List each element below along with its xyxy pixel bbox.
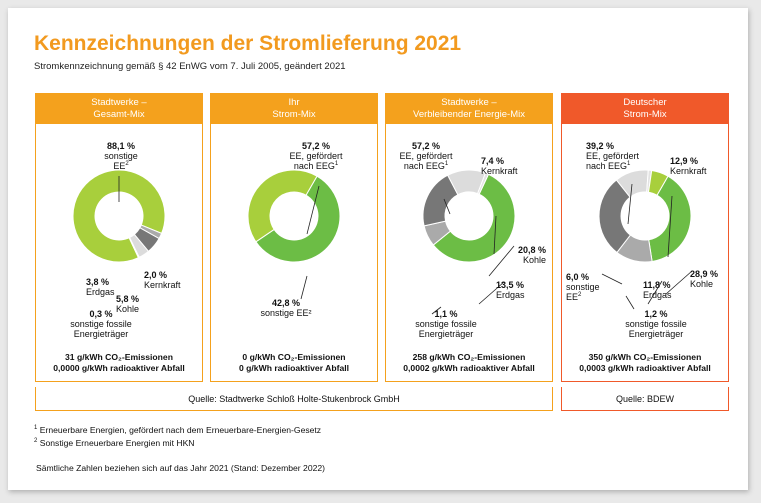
label-ee-eeg: 39,2 % EE, gefördert nach EEG1 [586, 141, 640, 171]
page-subtitle: Stromkennzeichnung gemäß § 42 EnWG vom 7… [34, 61, 346, 72]
page-title: Kennzeichnungen der Stromlieferung 2021 [34, 32, 462, 55]
leader-line-3 [647, 280, 663, 305]
leader-line-0 [627, 183, 633, 225]
label-erdgas: 13,5 % Erdgas [496, 280, 525, 300]
panel-title-line1: Stadtwerke – [91, 97, 147, 108]
leader-line-4 [431, 306, 442, 315]
emissions-info: 350 g/kWh CO₂-Emissionen 0,0003 g/kWh ra… [562, 352, 728, 374]
emissions-info: 31 g/kWh CO₂-Emissionen 0,0000 g/kWh rad… [36, 352, 202, 374]
co2-emissions: 258 g/kWh CO₂-Emissionen [412, 352, 526, 362]
panel-title-line2: Strom-Mix [623, 109, 667, 120]
panel-title-line1: Deutscher [623, 97, 667, 108]
donut-slice-4 [476, 172, 490, 195]
label-sonstige-ee: 88,1 % sonstige EE2 [104, 141, 138, 171]
footnote-note: Sämtliche Zahlen beziehen sich auf das J… [36, 463, 326, 473]
leader-line-1 [667, 195, 673, 258]
label-erdgas: 11,8 % Erdgas [643, 280, 672, 300]
donut-chart [72, 169, 166, 263]
emissions-info: 0 g/kWh CO₂-Emissionen 0 g/kWh radioakti… [211, 352, 377, 374]
panel-verbleibender-mix: Stadtwerke – Verbleibender Energie-Mix 5… [385, 93, 553, 382]
radioactive-waste: 0 g/kWh radioaktiver Abfall [239, 363, 349, 373]
panel-title-line1: Ihr [288, 97, 300, 108]
source-bdew: Quelle: BDEW [561, 387, 729, 411]
leader-line-3 [478, 281, 505, 305]
donut-chart [247, 169, 341, 300]
leader-line-0 [443, 198, 451, 215]
donut-slice-0 [72, 169, 166, 263]
co2-emissions: 31 g/kWh CO₂-Emissionen [65, 352, 173, 362]
panel-header: Deutscher Strom-Mix [562, 94, 728, 124]
label-kernkraft: 12,9 % Kernkraft [670, 156, 707, 176]
donut-slice-0 [648, 175, 692, 263]
panel-title-line2: Gesamt-Mix [93, 109, 145, 120]
panel-header: Stadtwerke – Verbleibender Energie-Mix [386, 94, 552, 124]
leader-line-1 [493, 215, 497, 255]
radioactive-waste: 0,0002 g/kWh radioaktiver Abfall [403, 363, 535, 373]
label-kohle: 28,9 % Kohle [690, 269, 719, 289]
leader-line-5 [601, 273, 623, 285]
panel-title-line2: Verbleibender Energie-Mix [413, 109, 525, 120]
label-kernkraft: 2,0 % Kernkraft [144, 270, 181, 290]
label-kohle: 5,8 % Kohle [116, 294, 140, 314]
label-erdgas: 3,8 % Erdgas [86, 277, 115, 297]
leader-line-2 [665, 270, 693, 295]
panel-ihr-strom-mix: Ihr Strom-Mix 57,2 % EE, gefördert nach EE… [210, 93, 378, 382]
panel-title-line1: Stadtwerke – [441, 97, 497, 108]
donut-chart [598, 169, 693, 310]
label-kohle: 20,8 % Kohle [517, 245, 546, 265]
footnote-2: 2 Sonstige Erneuerbare Energien mit HKN [34, 438, 195, 448]
donut-chart [422, 169, 516, 315]
panel-header: Stadtwerke – Gesamt-Mix [36, 94, 202, 124]
donut-slice-0 [255, 175, 341, 263]
leader-line-4 [625, 295, 635, 310]
label-sonstige-ee: 42,8 % sonstige EE² [260, 298, 312, 318]
donut-slice-1 [247, 169, 318, 243]
leader-line-0 [306, 185, 320, 235]
donut-slice-4 [128, 236, 140, 259]
label-sonstige-fossile: 1,2 % sonstige fossile Energieträger [625, 309, 687, 339]
source-stadtwerke: Quelle: Stadtwerke Schloß Holte-Stukenbr… [35, 387, 553, 411]
label-kernkraft: 7,4 % Kernkraft [481, 156, 518, 176]
panel-gesamt-mix: Stadtwerke – Gesamt-Mix 88,1 % sonstige EE… [35, 93, 203, 382]
panel-deutscher-mix: Deutscher Strom-Mix 39,2 % EE, gefördert n… [561, 93, 729, 382]
label-sonstige-ee: 6,0 % sonstige EE2 [566, 272, 600, 302]
co2-emissions: 350 g/kWh CO₂-Emissionen [588, 352, 702, 362]
emissions-info: 258 g/kWh CO₂-Emissionen 0,0002 g/kWh ra… [386, 352, 552, 374]
panel-header: Ihr Strom-Mix [211, 94, 377, 124]
donut-slice-5 [647, 169, 669, 196]
footnote-1: 1 Erneuerbare Energien, gefördert nach d… [34, 425, 322, 435]
leader-line-2 [488, 245, 515, 277]
radioactive-waste: 0,0000 g/kWh radioaktiver Abfall [53, 363, 185, 373]
leader-line-1 [300, 275, 308, 300]
label-ee-eeg: 57,2 % EE, gefördert nach EEG1 [289, 141, 343, 171]
co2-emissions: 0 g/kWh CO₂-Emissionen [242, 352, 346, 362]
label-sonstige-fossile: 1,1 % sonstige fossile Energieträger [415, 309, 477, 339]
label-ee-eeg: 57,2 % EE, gefördert nach EEG1 [399, 141, 453, 171]
panel-title-line2: Strom-Mix [272, 109, 316, 120]
radioactive-waste: 0,0003 g/kWh radioaktiver Abfall [579, 363, 711, 373]
label-sonstige-fossile: 0,3 % sonstige fossile Energieträger [70, 309, 132, 339]
